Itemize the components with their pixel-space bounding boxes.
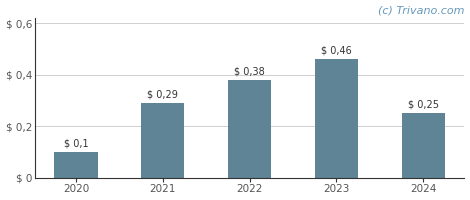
Bar bbox=[401, 113, 445, 178]
Bar bbox=[54, 152, 98, 178]
Bar bbox=[141, 103, 184, 178]
Text: $ 0,1: $ 0,1 bbox=[63, 138, 88, 148]
Text: $ 0,38: $ 0,38 bbox=[234, 66, 265, 76]
Text: $ 0,29: $ 0,29 bbox=[147, 89, 178, 99]
Text: (c) Trivano.com: (c) Trivano.com bbox=[378, 5, 464, 15]
Bar bbox=[315, 59, 358, 178]
Text: $ 0,25: $ 0,25 bbox=[407, 100, 439, 110]
Bar bbox=[228, 80, 271, 178]
Text: $ 0,46: $ 0,46 bbox=[321, 46, 352, 56]
